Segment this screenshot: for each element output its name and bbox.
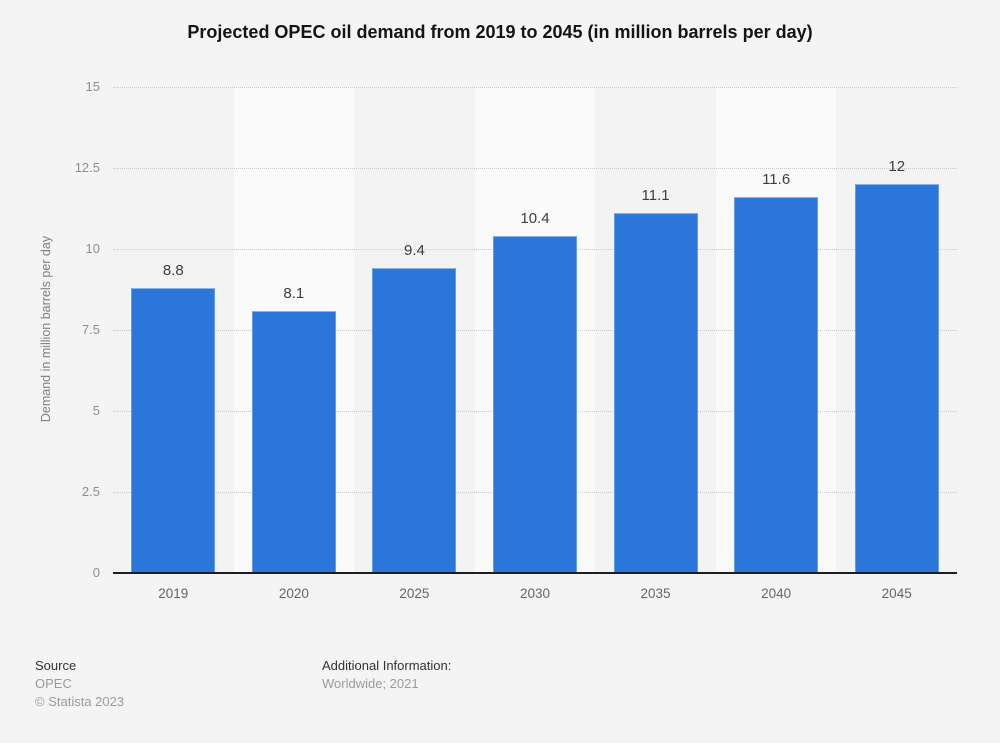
source-label: Source (35, 658, 77, 673)
x-axis-tick-label: 2045 (881, 586, 912, 601)
additional-info-value: Worldwide; 2021 (322, 676, 419, 691)
x-axis-tick-label: 2019 (158, 586, 189, 601)
y-axis-tick-label: 0 (92, 565, 100, 580)
additional-info-block: Additional Information: Worldwide; 2021 (322, 657, 451, 693)
y-gridline (113, 87, 957, 88)
bar-value-label: 11.6 (762, 171, 791, 189)
source-value: OPEC (35, 676, 72, 691)
bar (613, 213, 698, 573)
bar (734, 197, 819, 573)
bar-value-label: 8.8 (162, 261, 184, 279)
source-block: Source OPEC © Statista 2023 (35, 657, 124, 711)
y-axis-tick-label: 15 (85, 79, 100, 94)
y-axis-tick-label: 12.5 (74, 160, 100, 175)
x-axis-tick-label: 2020 (278, 586, 309, 601)
chart-title: Projected OPEC oil demand from 2019 to 2… (187, 22, 813, 42)
y-axis-tick-label: 10 (85, 241, 100, 256)
bar-value-label: 10.4 (520, 210, 550, 228)
bar-value-label: 11.1 (641, 187, 670, 205)
y-axis-tick-label: 5 (92, 403, 100, 418)
x-axis-tick-label: 2035 (640, 586, 671, 601)
bar-value-label: 9.4 (403, 242, 425, 260)
bar-value-label: 12 (888, 158, 906, 176)
x-axis-tick-label: 2040 (761, 586, 792, 601)
bar (493, 236, 577, 573)
y-axis-tick-label: 7.5 (81, 322, 100, 337)
copyright-label: © Statista 2023 (35, 694, 125, 709)
x-axis-tick-label: 2025 (399, 586, 430, 601)
y-axis-tick-label: 2.5 (81, 484, 100, 499)
bar (854, 184, 939, 573)
y-gridline (113, 168, 957, 169)
x-axis-baseline (113, 572, 957, 574)
additional-info-label: Additional Information: (322, 658, 452, 673)
x-axis-tick-label: 2030 (519, 586, 550, 601)
bar (131, 287, 216, 573)
bar (372, 268, 457, 573)
bar (251, 310, 336, 573)
bar-value-label: 8.1 (283, 284, 305, 302)
